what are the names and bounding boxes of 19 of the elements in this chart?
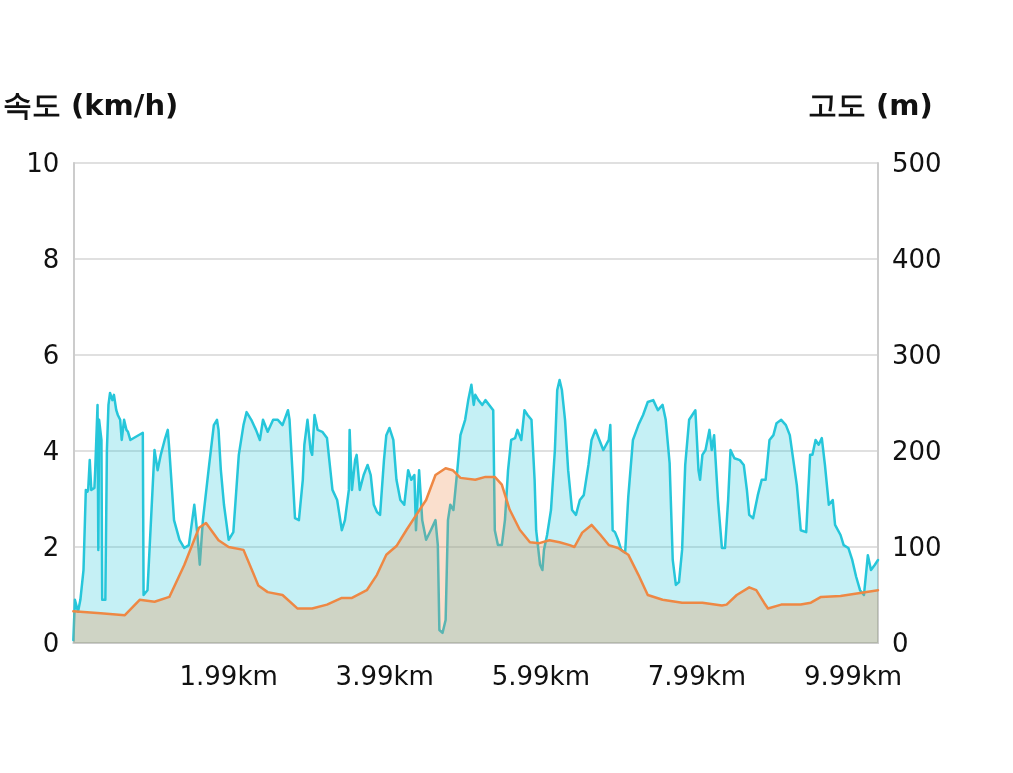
y2-tick-label: 100 <box>892 532 942 562</box>
y2-tick-label: 500 <box>892 148 942 178</box>
y-tick-label: 10 <box>26 148 60 178</box>
y-tick-label: 2 <box>42 532 60 562</box>
y-tick-label: 0 <box>42 628 60 658</box>
y-tick-label: 6 <box>42 340 60 370</box>
x-tick-label: 9.99km <box>803 661 903 691</box>
y2-tick-label: 200 <box>892 436 942 466</box>
y-tick-label: 4 <box>42 436 60 466</box>
x-tick-label: 3.99km <box>335 661 434 691</box>
y-tick-label: 8 <box>42 244 60 274</box>
x-tick-label: 1.99km <box>179 661 278 691</box>
y2-tick-label: 0 <box>892 628 909 658</box>
x-tick-label: 5.99km <box>491 661 590 691</box>
y2-axis-title: 고도 (m) <box>808 87 933 122</box>
y2-tick-label: 400 <box>892 244 942 274</box>
y-axis-title: 속도 (km/h) <box>2 87 179 122</box>
x-tick-label: 7.99km <box>647 661 747 691</box>
y2-tick-label: 300 <box>892 340 942 370</box>
